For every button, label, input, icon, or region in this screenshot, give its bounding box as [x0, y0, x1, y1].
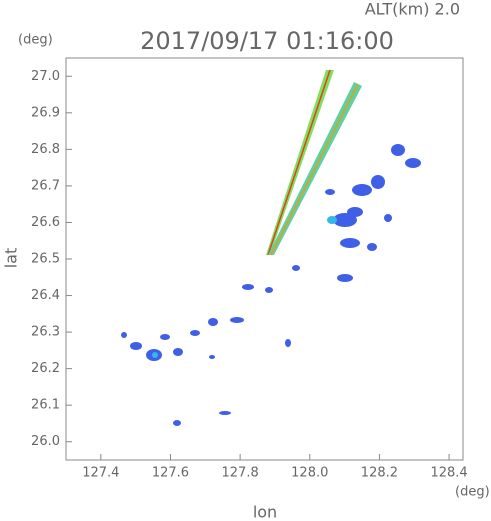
y-tick-label: 26.9	[31, 105, 60, 120]
echo	[352, 184, 372, 196]
x-axis-label: lon	[253, 503, 277, 521]
y-tick-label: 26.7	[31, 178, 60, 193]
x-tick-label: 128.4	[430, 466, 467, 481]
y-unit: (deg)	[18, 33, 53, 48]
y-tick-label: 26.0	[31, 434, 60, 449]
echo	[337, 274, 353, 282]
echo	[242, 284, 254, 290]
echo	[173, 420, 181, 426]
beam-core	[267, 69, 331, 256]
echo	[292, 265, 300, 271]
chart-title: 2017/09/17 01:16:00	[140, 27, 394, 55]
echo	[209, 355, 215, 359]
x-tick-label: 127.4	[82, 466, 119, 481]
radar-echo	[121, 69, 421, 426]
x-tick-label: 128.2	[361, 466, 398, 481]
echo	[333, 213, 357, 227]
echo	[152, 352, 158, 358]
beam-core	[270, 83, 359, 256]
x-tick-label: 128.0	[291, 466, 328, 481]
x-unit: (deg)	[455, 485, 490, 500]
echo	[219, 411, 231, 415]
echo	[160, 334, 170, 340]
y-tick-label: 26.2	[31, 361, 60, 376]
echo	[371, 175, 385, 189]
echo	[405, 158, 421, 168]
echo	[367, 243, 377, 251]
y-tick-label: 26.8	[31, 142, 60, 157]
echo	[190, 330, 200, 336]
x-tick-label: 127.6	[152, 466, 189, 481]
echo	[325, 189, 335, 195]
beam	[266, 70, 334, 255]
y-tick-label: 27.0	[31, 69, 60, 84]
echo	[391, 144, 405, 156]
echo	[230, 317, 244, 323]
echo	[347, 207, 363, 217]
echo	[285, 339, 291, 347]
x-tick-label: 127.8	[222, 466, 259, 481]
subtitle: ALT(km) 2.0	[365, 0, 460, 19]
plot-frame	[65, 57, 464, 461]
echo	[121, 332, 127, 338]
y-tick-label: 26.5	[31, 252, 60, 267]
y-tick-label: 26.6	[31, 215, 60, 230]
echo	[384, 214, 392, 222]
echo	[173, 348, 183, 356]
echo	[208, 318, 218, 326]
echo	[130, 342, 142, 350]
y-tick-label: 26.4	[31, 288, 60, 303]
echo	[327, 216, 337, 224]
y-axis-label: lat	[2, 248, 21, 269]
y-tick-label: 26.3	[31, 325, 60, 340]
echo	[265, 287, 273, 293]
y-tick-label: 26.1	[31, 398, 60, 413]
echo	[340, 238, 360, 248]
